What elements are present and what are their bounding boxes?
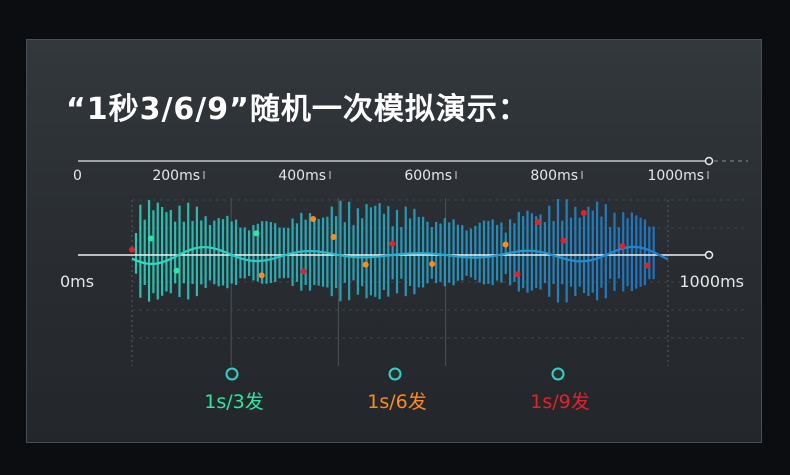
top-tick-label: 0 [73, 168, 82, 184]
mid-axis-start-label: 0ms [60, 272, 95, 291]
event-dot [362, 261, 369, 268]
legend-label: 1s/3发 [204, 391, 264, 413]
waveform-bars [134, 199, 655, 303]
top-tick-label: 800ms [530, 168, 578, 184]
event-dot [580, 210, 587, 216]
event-dot [429, 261, 436, 267]
event-dot [310, 216, 317, 222]
event-dot [129, 246, 135, 253]
top-tick-label: 1000ms [647, 168, 704, 184]
event-dot [258, 272, 265, 279]
legend-node [388, 367, 402, 381]
event-dot [173, 267, 180, 274]
top-tick-label: 600ms [404, 168, 452, 184]
event-dot [644, 262, 651, 269]
top-axis [78, 156, 748, 179]
top-axis-end-marker [704, 156, 714, 166]
event-dot [619, 243, 626, 249]
mid-axis-end-label: 1000ms [679, 272, 744, 291]
top-tick-label: 200ms [152, 168, 200, 184]
legend-node [225, 367, 239, 381]
legend [107, 367, 681, 381]
event-dots [129, 210, 651, 279]
event-dot [147, 235, 154, 242]
event-dot [253, 230, 260, 237]
event-dot [330, 234, 337, 240]
mid-axis-end-marker [704, 250, 714, 260]
legend-node [551, 367, 565, 381]
event-dot [514, 271, 521, 278]
waveform-curve [131, 245, 669, 265]
event-dot [560, 237, 567, 244]
page-title: “1秒3/6/9”随机一次模拟演示： [66, 92, 529, 127]
event-dot [300, 268, 307, 275]
event-dot [389, 240, 396, 247]
event-dot [534, 219, 541, 225]
legend-label: 1s/6发 [367, 391, 427, 413]
waveform-line [131, 245, 669, 265]
legend-label: 1s/9发 [530, 391, 590, 413]
top-tick-label: 400ms [278, 168, 326, 184]
event-dot [502, 241, 509, 248]
